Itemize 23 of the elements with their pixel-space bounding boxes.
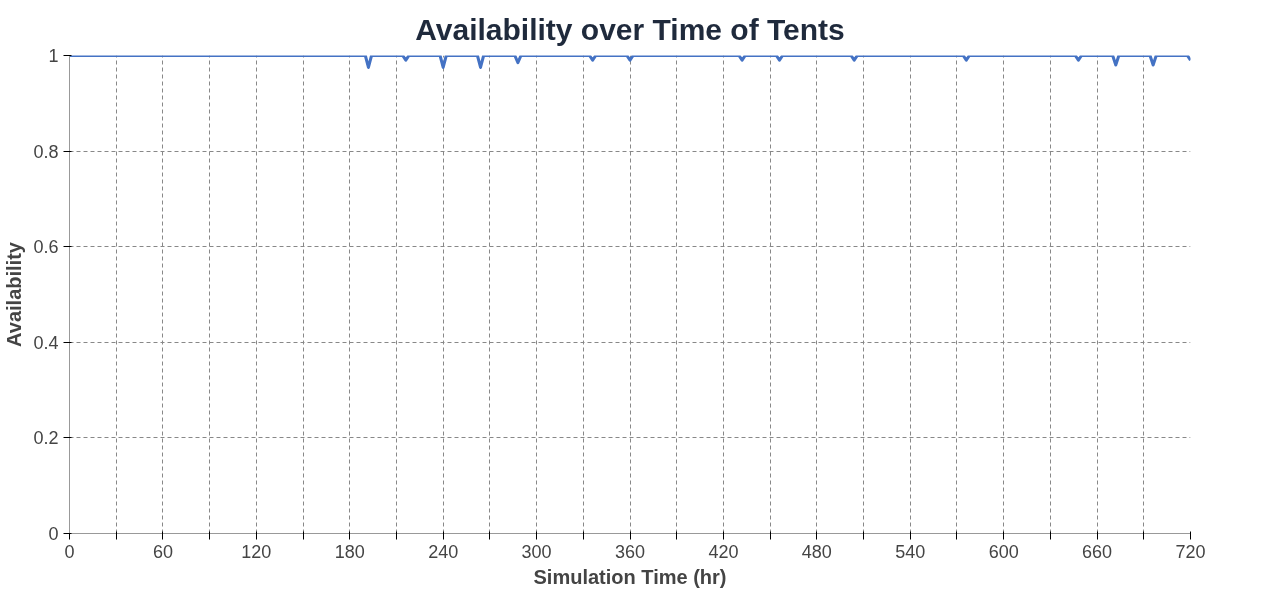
y-tick-label: 0.6 — [33, 237, 59, 258]
x-tick-label: 120 — [241, 541, 272, 562]
x-tick-label: 720 — [1175, 541, 1206, 562]
y-tick-label: 0 — [48, 524, 59, 544]
y-tick-label: 0.8 — [33, 141, 59, 162]
x-tick-label: 600 — [988, 541, 1019, 562]
x-tick-label: 480 — [801, 541, 832, 562]
line-series — [69, 55, 1191, 69]
x-tick-label: 360 — [614, 541, 646, 562]
x-tick-label: 540 — [895, 541, 926, 562]
y-tick-label: 0.2 — [33, 428, 59, 449]
x-tick-label: 420 — [708, 541, 739, 562]
x-tick-label: 0 — [64, 541, 75, 562]
x-axis-title: Simulation Time (hr) — [533, 565, 727, 588]
y-tick-label: 0.4 — [33, 332, 59, 353]
chart-title: Availability over Time of Tents — [415, 12, 845, 46]
x-tick-label: 300 — [521, 541, 552, 562]
y-axis-title: Availability — [3, 241, 26, 347]
y-tick-label: 1 — [48, 46, 59, 66]
x-tick-label: 240 — [428, 541, 459, 562]
x-tick-label: 60 — [152, 541, 173, 562]
x-tick-label: 180 — [334, 541, 365, 562]
x-tick-label: 660 — [1082, 541, 1113, 562]
